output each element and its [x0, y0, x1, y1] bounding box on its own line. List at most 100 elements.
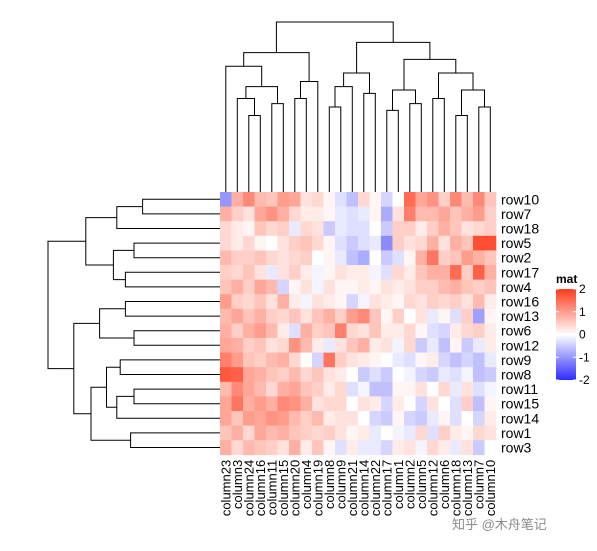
heatmap-cell	[461, 221, 474, 237]
heatmap-cell	[346, 381, 359, 397]
legend-color-bar	[556, 289, 576, 380]
heatmap-cell	[323, 221, 336, 237]
heatmap-cell	[392, 440, 405, 456]
heatmap-cell	[243, 206, 255, 222]
column-label: column9	[333, 460, 348, 509]
heatmap-cell	[335, 235, 347, 251]
heatmap-cell	[254, 381, 267, 397]
heatmap-cell	[450, 279, 462, 295]
heatmap-cell	[427, 440, 439, 456]
row-label: row16	[501, 294, 539, 310]
heatmap-cell	[220, 338, 232, 353]
heatmap-cell	[358, 265, 370, 280]
heatmap-cell	[323, 235, 336, 251]
heatmap-cell	[346, 338, 359, 353]
heatmap-cell	[358, 411, 370, 426]
heatmap-cell	[243, 367, 255, 383]
heatmap-cell	[358, 235, 370, 251]
heatmap-cell	[231, 396, 244, 412]
heatmap-cell	[231, 279, 244, 295]
heatmap-cell	[300, 279, 313, 295]
heatmap-cell	[461, 192, 474, 207]
heatmap-cell	[300, 338, 313, 353]
heatmap-cell	[358, 381, 370, 397]
heatmap-cell	[266, 279, 278, 295]
heatmap-cell	[254, 440, 267, 456]
heatmap-cell	[220, 221, 232, 237]
heatmap-cell	[289, 323, 301, 339]
heatmap-cell	[346, 440, 359, 456]
heatmap-cell	[381, 250, 393, 266]
column-label: column13	[460, 460, 475, 516]
heatmap-cell	[266, 352, 278, 368]
heatmap-cell	[438, 308, 451, 324]
heatmap-cell	[473, 265, 485, 280]
heatmap-cell	[335, 440, 347, 456]
color-legend: mat 2 1 0 -1 -2	[556, 272, 590, 387]
heatmap-cell	[277, 265, 290, 280]
heatmap-cell	[277, 440, 290, 456]
dendrogram-branch	[142, 198, 220, 215]
heatmap-cell	[404, 235, 416, 251]
heatmap-cell	[300, 221, 313, 237]
heatmap-cell	[415, 235, 428, 251]
heatmap-cell	[392, 352, 405, 368]
heatmap-cell	[254, 265, 267, 280]
heatmap-cell	[231, 308, 244, 324]
heatmap-cell	[254, 235, 267, 251]
heatmap-cell	[358, 323, 370, 339]
column-label: column18	[448, 460, 463, 516]
heatmap-cell	[415, 396, 428, 412]
heatmap-cell	[243, 396, 255, 412]
heatmap-cell	[484, 235, 497, 251]
heatmap-cell	[461, 425, 474, 441]
row-label: row10	[501, 191, 539, 207]
heatmap-cell	[346, 206, 359, 222]
heatmap-cell	[254, 396, 267, 412]
heatmap-cell	[484, 221, 497, 237]
heatmap-cell	[289, 396, 301, 412]
heatmap-cell	[266, 235, 278, 251]
heatmap-cell	[392, 250, 405, 266]
heatmap-cell	[323, 294, 336, 310]
dendrogram-branch	[90, 386, 131, 441]
heatmap-cell	[415, 308, 428, 324]
heatmap-cell	[231, 192, 244, 207]
legend-tick-label: 2	[579, 282, 586, 296]
heatmap-cell	[266, 192, 278, 207]
heatmap-cell	[312, 338, 324, 353]
heatmap-cell	[461, 250, 474, 266]
heatmap-cell	[335, 396, 347, 412]
heatmap-cell	[484, 250, 497, 266]
heatmap-cell	[220, 381, 232, 397]
row-label: row15	[501, 396, 539, 412]
heatmap-cell	[473, 294, 485, 310]
heatmap-cell	[427, 425, 439, 441]
heatmap-cell	[369, 323, 382, 339]
row-label: row1	[501, 425, 532, 441]
heatmap-cell	[300, 396, 313, 412]
heatmap-cell	[404, 294, 416, 310]
heatmap-cell	[277, 396, 290, 412]
heatmap-cell	[289, 294, 301, 310]
heatmap-cell	[461, 206, 474, 222]
heatmap-cell	[427, 206, 439, 222]
heatmap-cell	[484, 352, 497, 368]
heatmap-cell	[381, 192, 393, 207]
column-label: column11	[264, 460, 279, 515]
heatmap-cell	[484, 279, 497, 295]
heatmap-cell	[427, 367, 439, 383]
heatmap-cell	[358, 206, 370, 222]
heatmap-cell	[438, 265, 451, 280]
heatmap-cell	[461, 279, 474, 295]
heatmap-cell	[404, 308, 416, 324]
dendrogram-branch	[403, 58, 457, 90]
row-label: row8	[501, 367, 532, 383]
row-label: row3	[501, 440, 532, 456]
row-label: row7	[501, 206, 532, 222]
heatmap-cell	[415, 250, 428, 266]
column-label: column8	[322, 460, 337, 509]
heatmap-cell	[392, 381, 405, 397]
heatmap-cell	[369, 192, 382, 207]
heatmap-cell	[346, 411, 359, 426]
